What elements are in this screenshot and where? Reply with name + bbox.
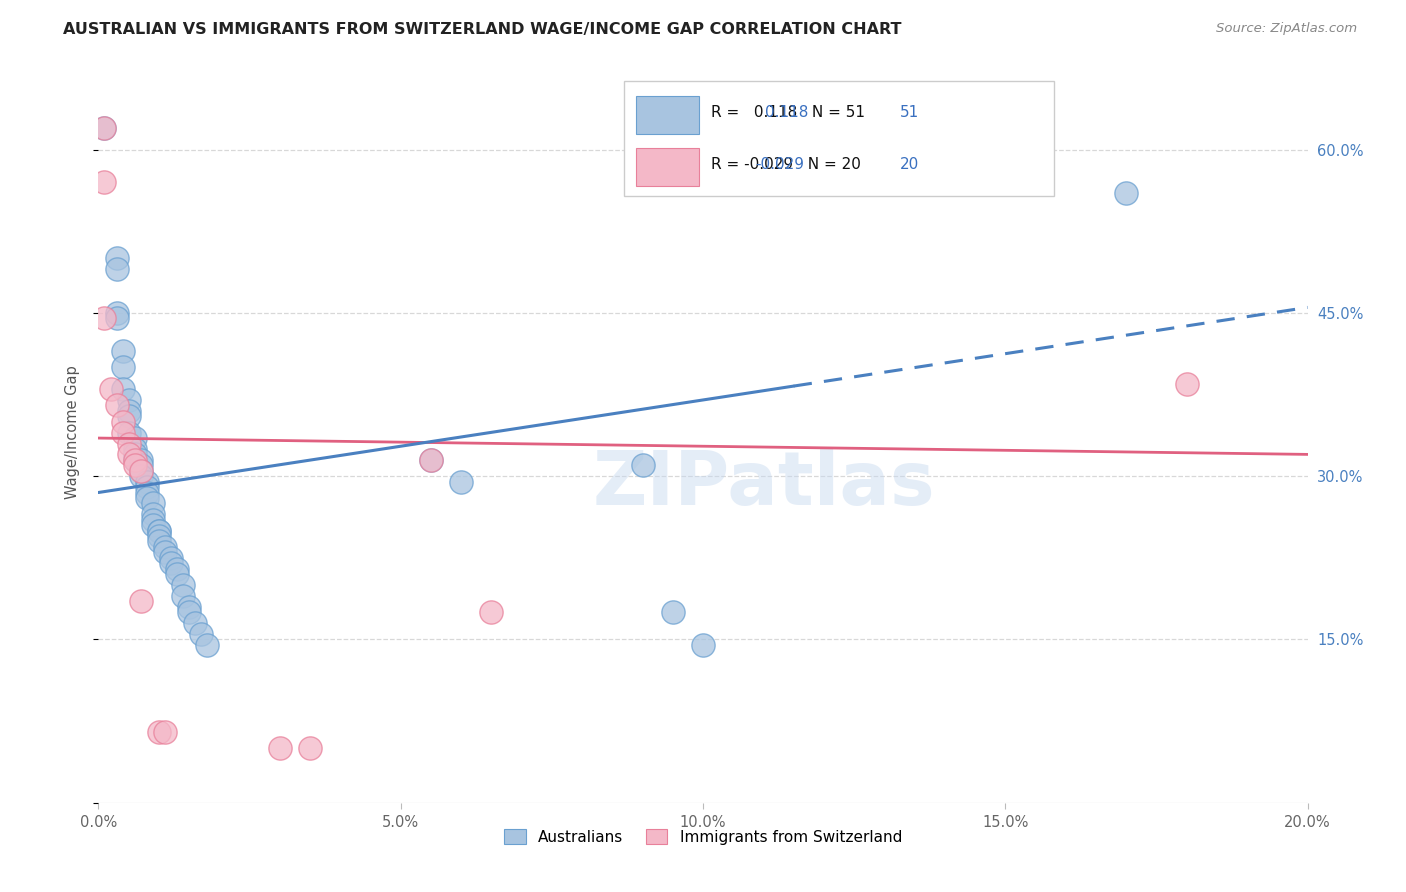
Point [124, 453, 146, 467]
Point [118, 404, 141, 418]
Point [269, 741, 291, 756]
Point [692, 638, 714, 652]
Point [135, 480, 157, 494]
Legend: Australians, Immigrants from Switzerland: Australians, Immigrants from Switzerland [498, 823, 908, 851]
Point [129, 594, 152, 608]
Point [124, 442, 146, 456]
Point [118, 436, 141, 450]
Text: Source: ZipAtlas.com: Source: ZipAtlas.com [1216, 22, 1357, 36]
Point [184, 616, 207, 631]
Point [160, 556, 183, 570]
Point [118, 425, 141, 440]
Point [195, 638, 218, 652]
Point [450, 475, 472, 489]
Point [129, 464, 152, 478]
Point [160, 550, 183, 565]
Point [142, 513, 165, 527]
Point [124, 458, 146, 473]
Point [190, 627, 212, 641]
Point [111, 415, 134, 429]
Point [661, 605, 683, 619]
Point [420, 453, 443, 467]
Point [142, 496, 165, 510]
Point [93, 120, 115, 135]
Point [111, 382, 134, 396]
Point [93, 120, 115, 135]
FancyBboxPatch shape [637, 95, 699, 135]
Point [631, 458, 654, 473]
Text: 51: 51 [900, 105, 920, 120]
Point [105, 252, 128, 266]
Text: 20: 20 [900, 157, 920, 172]
Point [111, 425, 134, 440]
Point [153, 725, 176, 739]
Point [172, 578, 194, 592]
Point [129, 453, 152, 467]
Point [105, 398, 128, 412]
Point [148, 524, 170, 538]
Point [1175, 376, 1198, 391]
Point [111, 360, 134, 375]
Point [148, 534, 170, 549]
Point [153, 545, 176, 559]
Point [118, 447, 141, 461]
Point [135, 491, 157, 505]
Point [129, 464, 152, 478]
Text: 0.118: 0.118 [765, 105, 808, 120]
Text: -0.029: -0.029 [755, 157, 804, 172]
Text: AUSTRALIAN VS IMMIGRANTS FROM SWITZERLAND WAGE/INCOME GAP CORRELATION CHART: AUSTRALIAN VS IMMIGRANTS FROM SWITZERLAN… [63, 22, 901, 37]
Point [179, 605, 201, 619]
Point [129, 458, 152, 473]
Point [179, 599, 201, 614]
Point [93, 311, 115, 326]
Point [105, 306, 128, 320]
Point [124, 447, 146, 461]
FancyBboxPatch shape [637, 147, 699, 186]
Point [1115, 186, 1137, 200]
Text: ZIPatlas: ZIPatlas [592, 448, 935, 521]
Point [135, 485, 157, 500]
Point [124, 453, 146, 467]
Point [148, 529, 170, 543]
Point [166, 562, 188, 576]
Text: R = -0.029   N = 20: R = -0.029 N = 20 [711, 157, 862, 172]
Point [105, 311, 128, 326]
Text: R =   0.118   N = 51: R = 0.118 N = 51 [711, 105, 866, 120]
Point [118, 392, 141, 407]
Point [166, 567, 188, 582]
FancyBboxPatch shape [624, 81, 1053, 195]
Point [111, 343, 134, 358]
Point [148, 725, 170, 739]
Point [420, 453, 443, 467]
Y-axis label: Wage/Income Gap: Wage/Income Gap [65, 366, 80, 500]
Point [153, 540, 176, 554]
Point [105, 262, 128, 277]
Point [148, 524, 170, 538]
Point [118, 409, 141, 424]
Point [299, 741, 322, 756]
Point [129, 469, 152, 483]
Point [481, 605, 503, 619]
Point [124, 431, 146, 445]
Point [142, 518, 165, 533]
Point [100, 382, 122, 396]
Point [135, 475, 157, 489]
Point [142, 508, 165, 522]
Point [93, 175, 115, 189]
Point [172, 589, 194, 603]
